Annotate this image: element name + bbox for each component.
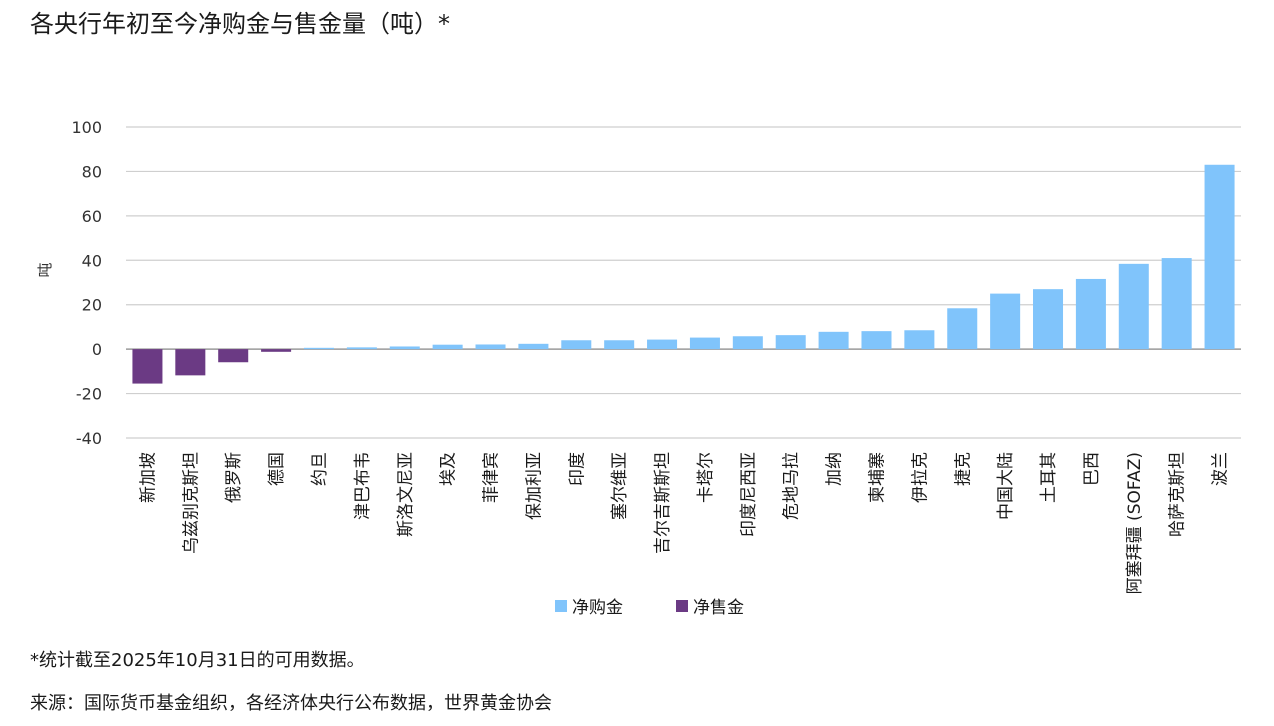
bar xyxy=(1161,258,1192,350)
legend-swatch-net-buy xyxy=(555,600,567,612)
category-label: 印度尼西亚 xyxy=(739,452,759,537)
bar xyxy=(947,308,978,350)
bar xyxy=(904,330,935,350)
category-label: 中国大陆 xyxy=(996,452,1016,520)
source-note: 来源：国际货币基金组织，各经济体央行公布数据，世界黄金协会 xyxy=(30,693,552,714)
bar xyxy=(604,340,635,350)
bar xyxy=(818,331,849,350)
gridlines xyxy=(126,126,1241,439)
category-label: 新加坡 xyxy=(138,452,158,503)
bar xyxy=(689,337,720,350)
y-tick-label: 20 xyxy=(82,296,102,315)
bar xyxy=(475,344,506,350)
category-label: 约旦 xyxy=(310,452,330,486)
bar xyxy=(132,349,163,384)
bar xyxy=(1118,263,1149,350)
chart-title: 各央行年初至今净购金与售金量（吨）* xyxy=(30,10,450,38)
bar xyxy=(1075,278,1106,350)
bar xyxy=(732,336,763,350)
category-label: 乌兹别克斯坦 xyxy=(181,452,201,554)
category-label: 卡塔尔 xyxy=(696,452,716,503)
bar xyxy=(432,344,463,350)
bar xyxy=(1033,289,1064,350)
bar-chart: -40 -20 0 20 40 60 80 100 吨 新加坡 乌兹别克斯坦 俄罗斯 德国 约旦 津巴布… xyxy=(36,118,1241,618)
y-axis-ticks: -40 -20 0 20 40 60 80 100 xyxy=(71,118,102,448)
y-tick-label: -20 xyxy=(76,385,102,404)
y-tick-label: 80 xyxy=(82,162,102,181)
y-tick-label: -40 xyxy=(76,429,102,448)
y-tick-label: 0 xyxy=(92,340,102,359)
category-label: 津巴布韦 xyxy=(353,452,373,520)
category-label: 哈萨克斯坦 xyxy=(1168,452,1188,537)
category-label: 埃及 xyxy=(439,452,459,486)
y-tick-label: 40 xyxy=(82,251,102,270)
category-label: 印度 xyxy=(567,452,587,486)
category-label: 菲律宾 xyxy=(482,452,502,503)
bar xyxy=(990,293,1021,350)
bar xyxy=(775,335,806,350)
footnote: *统计截至2025年10月31日的可用数据。 xyxy=(30,650,365,671)
bar xyxy=(518,343,549,350)
category-label: 巴西 xyxy=(1082,452,1102,486)
bar xyxy=(303,347,334,350)
y-axis-label: 吨 xyxy=(36,262,54,277)
category-label: 土耳其 xyxy=(1039,452,1059,503)
category-label: 柬埔寨 xyxy=(867,452,887,503)
bar xyxy=(175,349,206,376)
category-label: 加纳 xyxy=(825,452,845,486)
bar xyxy=(261,349,292,352)
bar xyxy=(346,347,377,350)
bar xyxy=(647,339,678,350)
category-label: 伊拉克 xyxy=(910,452,930,503)
category-label: 塞尔维亚 xyxy=(610,452,630,520)
bar xyxy=(218,349,249,363)
legend: 净购金 净售金 xyxy=(555,598,744,618)
legend-label-net-sell: 净售金 xyxy=(693,598,744,618)
category-label: 德国 xyxy=(267,452,287,486)
bars xyxy=(132,164,1235,384)
category-label: 阿塞拜疆 (SOFAZ) xyxy=(1125,452,1145,594)
category-label: 吉尔吉斯斯坦 xyxy=(653,452,673,554)
bar xyxy=(861,331,892,350)
bar xyxy=(561,340,592,350)
category-label: 斯洛文尼亚 xyxy=(396,452,416,537)
y-tick-label: 60 xyxy=(82,207,102,226)
category-label: 波兰 xyxy=(1211,452,1231,486)
legend-label-net-buy: 净购金 xyxy=(572,598,623,618)
bar xyxy=(389,346,420,350)
category-label: 危地马拉 xyxy=(782,452,802,520)
bar xyxy=(1204,164,1235,350)
category-label: 俄罗斯 xyxy=(224,452,244,503)
category-labels: 新加坡 乌兹别克斯坦 俄罗斯 德国 约旦 津巴布韦 斯洛文尼亚 埃及 菲律宾 保加利亚 印度 塞尔维亚… xyxy=(138,452,1230,594)
category-label: 保加利亚 xyxy=(524,452,544,520)
legend-swatch-net-sell xyxy=(676,600,688,612)
category-label: 捷克 xyxy=(953,452,973,486)
y-tick-label: 100 xyxy=(71,118,102,137)
